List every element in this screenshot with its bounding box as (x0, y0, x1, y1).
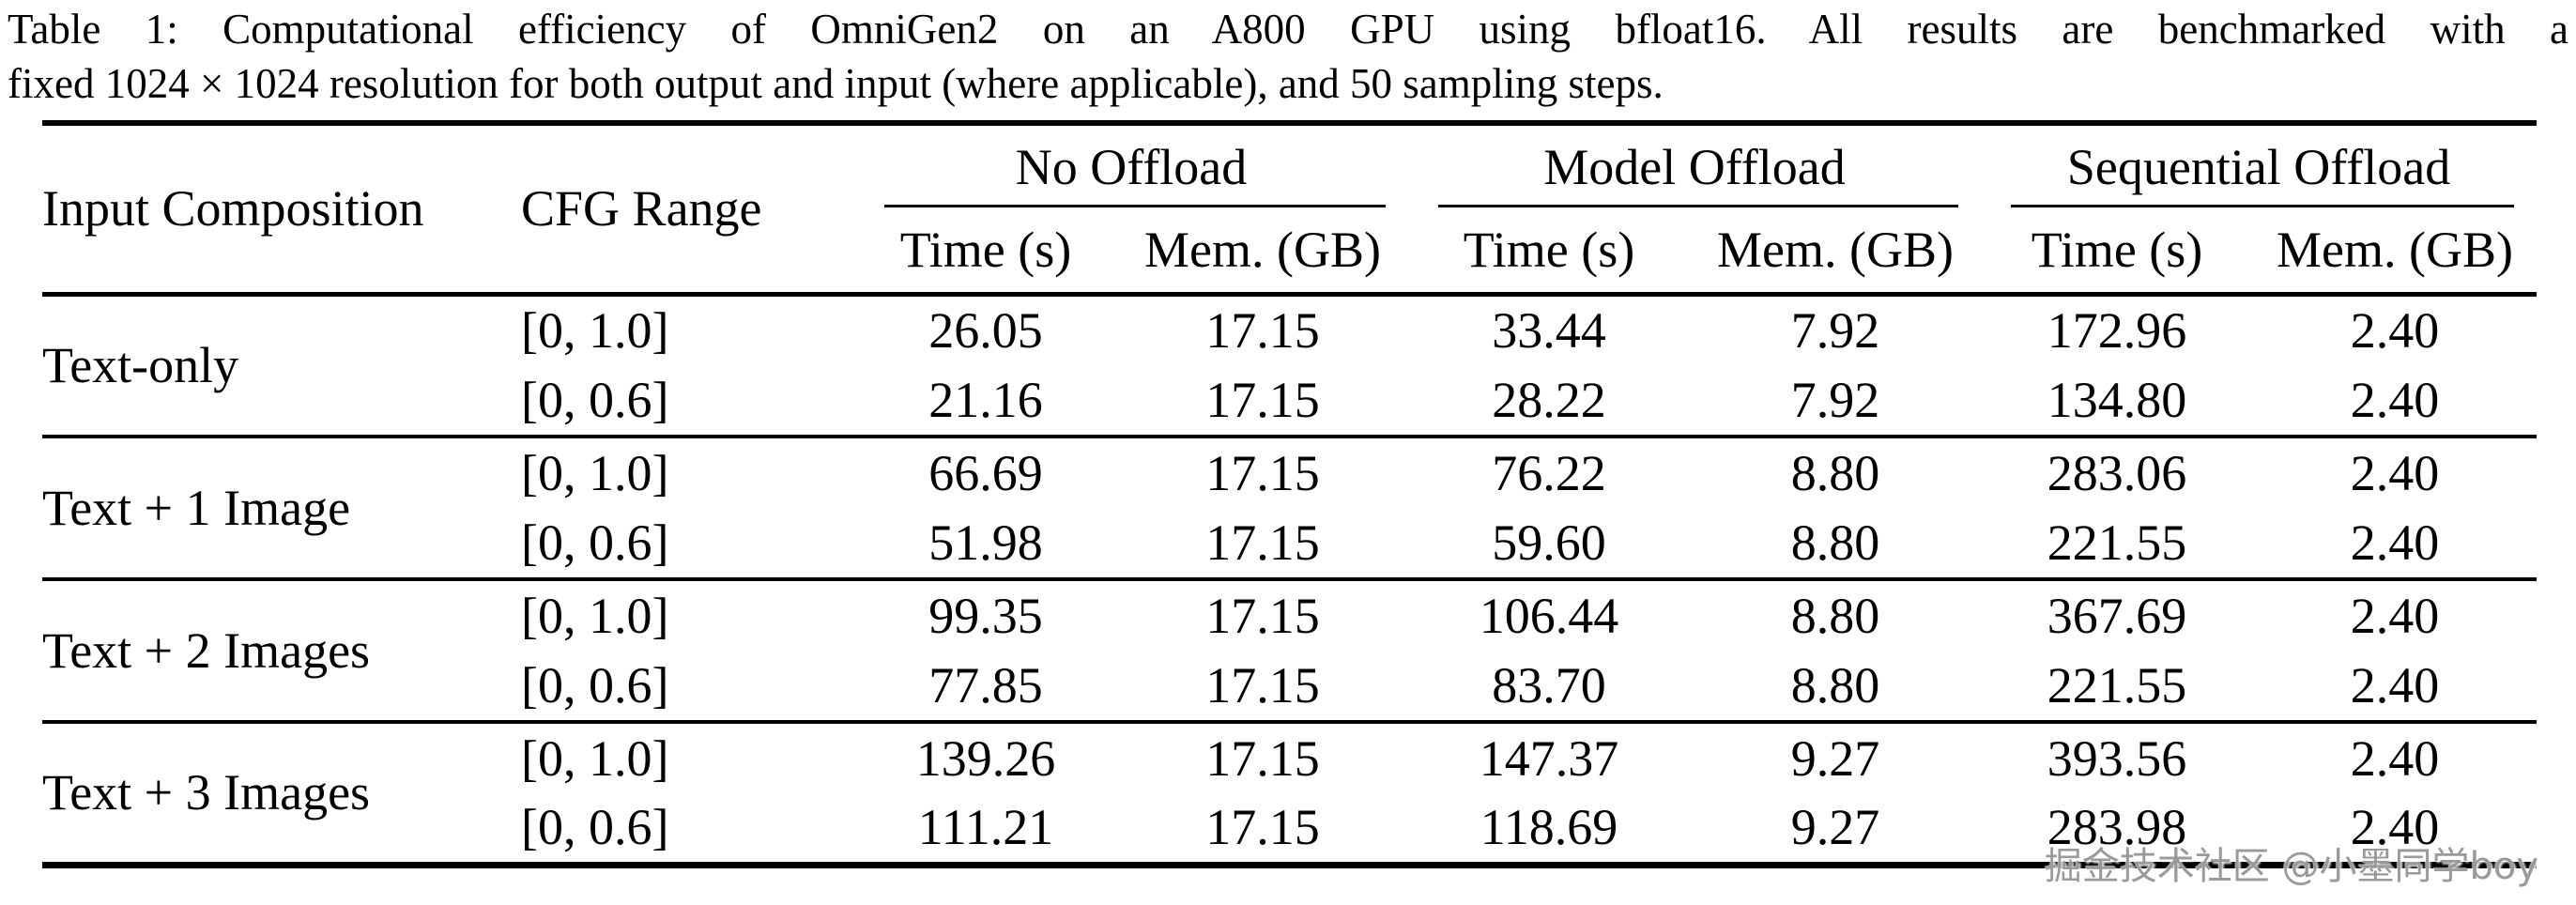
col-header-input-composition: Input Composition (42, 180, 424, 238)
value-cell: 17.15 (1205, 588, 1320, 644)
value-cell: 8.80 (1790, 514, 1880, 571)
value-cell: 147.37 (1479, 730, 1619, 787)
value-cell: 134.80 (2047, 372, 2187, 428)
value-cell: 8.80 (1790, 588, 1880, 644)
col-header-cfg-range: CFG Range (521, 180, 762, 238)
cfg-range-cell: [0, 1.0] (521, 588, 669, 644)
value-cell: 9.27 (1790, 730, 1880, 787)
table-row: [0, 0.6] 111.21 17.15 118.69 9.27 283.98… (42, 793, 2537, 865)
value-cell: 2.40 (2350, 730, 2440, 787)
group-header-no-offload-label: No Offload (1015, 138, 1248, 195)
value-cell: 83.70 (1492, 657, 1606, 713)
value-cell: 2.40 (2350, 514, 2440, 571)
value-cell: 17.15 (1205, 302, 1320, 360)
value-cell: 59.60 (1492, 514, 1606, 571)
caption-line-2: fixed 1024 × 1024 resolution for both ou… (8, 60, 1664, 107)
row-group-text-only: Text-only [0, 1.0] 26.05 17.15 33.44 7.9… (42, 294, 2538, 437)
subheader-mem-model-offload: Mem. (GB) (1717, 221, 1954, 278)
row-group-text-1-image: Text + 1 Image [0, 1.0] 66.69 17.15 76.2… (42, 437, 2538, 579)
cfg-range-cell: [0, 0.6] (521, 372, 669, 428)
value-cell: 283.98 (2047, 799, 2187, 856)
value-cell: 118.69 (1480, 799, 1618, 856)
row-group-text-3-images: Text + 3 Images [0, 1.0] 139.26 17.15 14… (42, 722, 2538, 865)
cmidrule-sequential-offload (2011, 205, 2515, 207)
value-cell: 26.05 (928, 302, 1043, 360)
group-header-model-offload: Model Offload (1408, 123, 1981, 207)
value-cell: 8.80 (1790, 657, 1880, 713)
value-cell: 7.92 (1790, 372, 1880, 428)
value-cell: 28.22 (1492, 372, 1606, 428)
value-cell: 17.15 (1205, 372, 1320, 428)
value-cell: 2.40 (2350, 657, 2440, 713)
row-label-text-only: Text-only (42, 337, 239, 394)
subheader-mem-no-offload: Mem. (GB) (1144, 221, 1381, 278)
value-cell: 393.56 (2047, 730, 2187, 787)
cfg-range-cell: [0, 1.0] (521, 302, 669, 360)
group-header-sequential-offload: Sequential Offload (1981, 123, 2537, 207)
value-cell: 2.40 (2350, 445, 2440, 501)
table-header: Input Composition CFG Range No Offload M… (42, 123, 2538, 294)
subheader-time-model-offload: Time (s) (1463, 221, 1635, 278)
value-cell: 367.69 (2047, 588, 2187, 644)
value-cell: 221.55 (2047, 657, 2187, 713)
table-caption: Table 1: Computational efficiency of Omn… (8, 2, 2568, 111)
value-cell: 139.26 (915, 730, 1056, 787)
watermark: 掘金技术社区 @小墨同学boy (2044, 845, 2538, 888)
cfg-range-cell: [0, 0.6] (521, 799, 669, 856)
value-cell: 77.85 (928, 657, 1043, 713)
table-row: Text + 3 Images [0, 1.0] 139.26 17.15 14… (42, 722, 2537, 821)
cmidrule-no-offload (884, 205, 1386, 207)
subheader-mem-sequential-offload: Mem. (GB) (2277, 221, 2513, 278)
value-cell: 172.96 (2047, 302, 2187, 360)
cfg-range-cell: [0, 1.0] (521, 445, 669, 501)
value-cell: 2.40 (2350, 799, 2440, 856)
value-cell: 221.55 (2047, 514, 2187, 571)
table-row: [0, 0.6] 77.85 17.15 83.70 8.80 221.55 2… (42, 651, 2537, 722)
value-cell: 106.44 (1479, 588, 1619, 644)
subheader-time-no-offload: Time (s) (899, 221, 1072, 278)
group-header-sequential-offload-label: Sequential Offload (2066, 138, 2451, 195)
value-cell: 111.21 (917, 799, 1054, 856)
value-cell: 9.27 (1790, 799, 1880, 856)
row-group-text-2-images: Text + 2 Images [0, 1.0] 99.35 17.15 106… (42, 579, 2538, 722)
value-cell: 2.40 (2350, 302, 2440, 360)
value-cell: 33.44 (1492, 302, 1606, 360)
value-cell: 99.35 (928, 588, 1043, 644)
value-cell: 21.16 (928, 372, 1043, 428)
table-row: [0, 0.6] 51.98 17.15 59.60 8.80 221.55 2… (42, 508, 2537, 579)
value-cell: 17.15 (1205, 445, 1320, 501)
value-cell: 17.15 (1205, 514, 1320, 571)
value-cell: 17.15 (1205, 657, 1320, 713)
row-label-text-3-images: Text + 3 Images (42, 764, 371, 821)
benchmark-table: Input Composition CFG Range No Offload M… (42, 120, 2538, 868)
value-cell: 2.40 (2350, 372, 2440, 428)
value-cell: 51.98 (928, 514, 1043, 571)
cmidrule-model-offload (1438, 205, 1959, 207)
group-header-no-offload: No Offload (854, 123, 1408, 207)
row-label-text-1-image: Text + 1 Image (42, 480, 351, 536)
table-row: [0, 0.6] 21.16 17.15 28.22 7.92 134.80 2… (42, 365, 2537, 437)
table-row: Text-only [0, 1.0] 26.05 17.15 33.44 7.9… (42, 294, 2537, 393)
value-cell: 76.22 (1492, 445, 1606, 501)
row-label-text-2-images: Text + 2 Images (42, 622, 371, 679)
subheader-time-sequential-offload: Time (s) (2031, 221, 2203, 278)
cfg-range-cell: [0, 0.6] (521, 514, 669, 571)
group-header-model-offload-label: Model Offload (1543, 138, 1846, 195)
value-cell: 2.40 (2350, 588, 2440, 644)
value-cell: 283.06 (2047, 445, 2187, 501)
value-cell: 7.92 (1790, 302, 1880, 360)
value-cell: 17.15 (1205, 799, 1320, 856)
table-row: Text + 2 Images [0, 1.0] 99.35 17.15 106… (42, 579, 2537, 679)
value-cell: 66.69 (928, 445, 1043, 501)
caption-line-1: Table 1: Computational efficiency of Omn… (8, 6, 2568, 53)
cfg-range-cell: [0, 0.6] (521, 657, 669, 713)
table-row: Text + 1 Image [0, 1.0] 66.69 17.15 76.2… (42, 437, 2537, 536)
value-cell: 8.80 (1790, 445, 1880, 501)
value-cell: 17.15 (1205, 730, 1320, 787)
cfg-range-cell: [0, 1.0] (521, 730, 669, 787)
